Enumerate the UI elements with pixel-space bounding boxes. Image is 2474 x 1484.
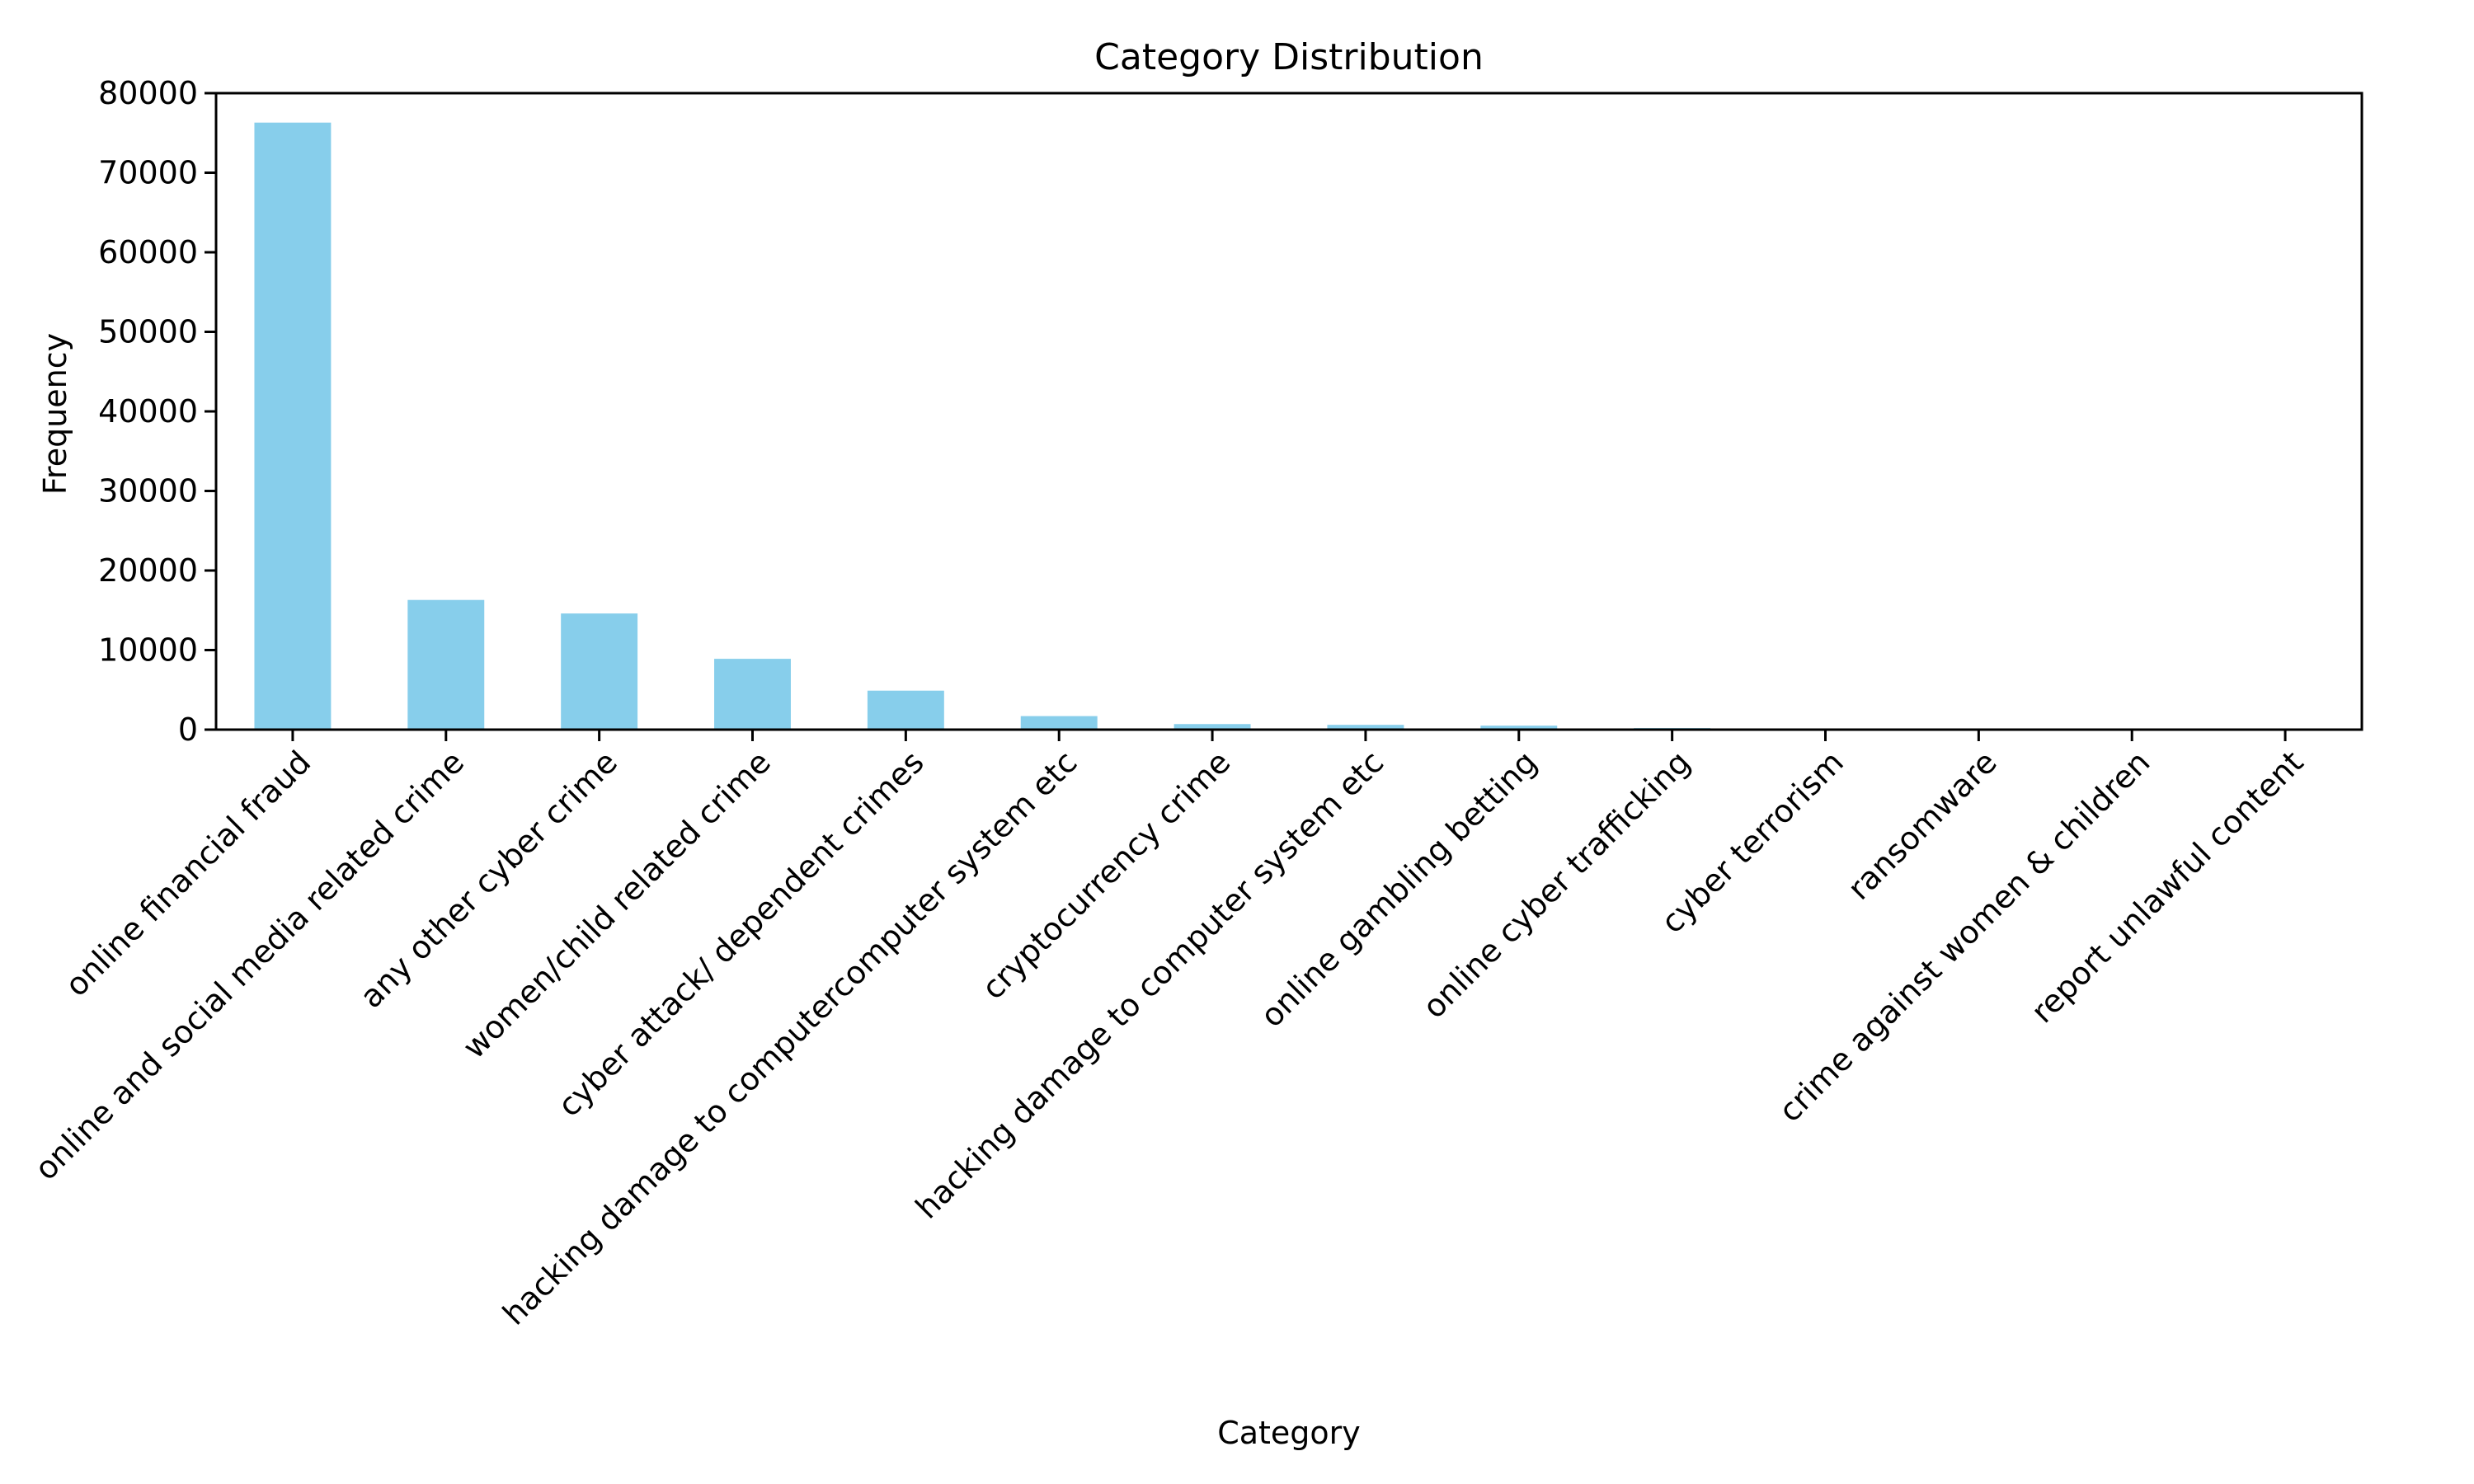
y-tick-label-2: 20000: [98, 552, 198, 589]
bar-7: [1327, 725, 1404, 730]
x-tick-label-11: ransomware: [1841, 744, 2004, 907]
y-tick-label-7: 70000: [98, 155, 198, 191]
y-axis-ticks: 0 10000 20000 30000 40000 50000 60000 70000 8000…: [98, 75, 216, 748]
y-tick-label-8: 80000: [98, 75, 198, 111]
bar-4: [867, 690, 944, 730]
x-tick-label-13: report unlawful content: [2024, 744, 2310, 1030]
y-tick-label-5: 50000: [98, 314, 198, 350]
bar-3: [714, 659, 791, 730]
x-tick-label-5: hacking damage to computercomputer syste…: [496, 744, 1084, 1331]
plot-frame: [214, 92, 2363, 731]
y-tick-label-3: 30000: [98, 473, 198, 510]
bar-6: [1174, 724, 1251, 730]
chart-title: Category Distribution: [1094, 36, 1484, 78]
y-tick-label-4: 40000: [98, 393, 198, 430]
x-tick-label-0: online financial fraud: [58, 744, 317, 1003]
bars-group: [254, 122, 2324, 730]
y-axis-label: Frequency: [37, 333, 73, 495]
y-tick-label-6: 60000: [98, 234, 198, 270]
y-tick-label-0: 0: [178, 711, 198, 748]
bar-8: [1480, 726, 1558, 730]
bar-1: [407, 599, 485, 730]
x-axis-label: Category: [1217, 1415, 1361, 1451]
x-tick-label-6: cryptocurrency crime: [975, 744, 1237, 1006]
x-tick-label-2: any other cyber crime: [353, 744, 624, 1015]
x-tick-label-9: online cyber trafficking: [1416, 744, 1697, 1025]
y-tick-label-1: 10000: [98, 632, 198, 669]
bar-0: [254, 122, 332, 730]
bar-5: [1020, 716, 1098, 730]
x-tick-label-3: women/child related crime: [456, 744, 778, 1065]
x-tick-label-8: online gambling betting: [1253, 744, 1544, 1034]
bar-2: [561, 613, 638, 730]
